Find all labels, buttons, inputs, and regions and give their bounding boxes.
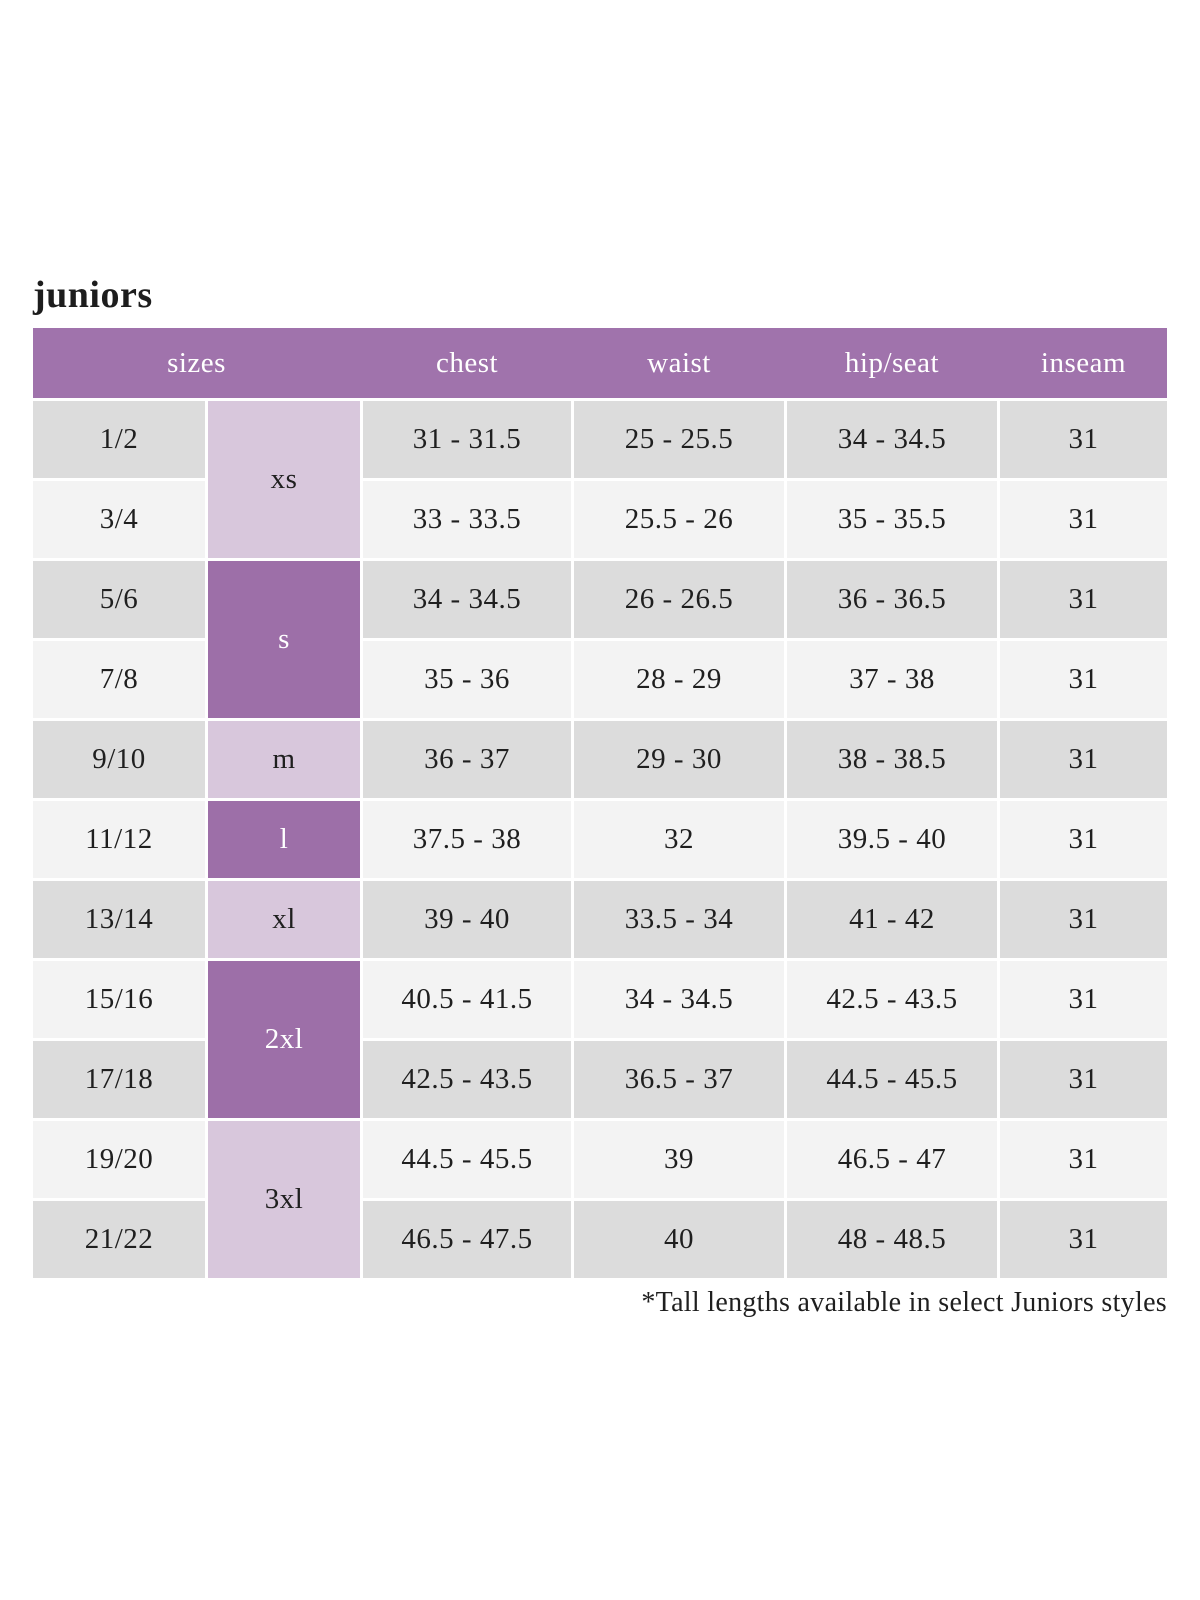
waist-cell: 25.5 - 26 (574, 481, 784, 558)
size-group-m: m (208, 721, 360, 798)
size-group-2xl: 2xl (208, 961, 360, 1118)
hip-seat-cell: 36 - 36.5 (787, 561, 997, 638)
size-group-l: l (208, 801, 360, 878)
waist-cell: 39 (574, 1121, 784, 1198)
inseam-cell: 31 (1000, 481, 1167, 558)
waist-cell: 36.5 - 37 (574, 1041, 784, 1118)
waist-cell: 28 - 29 (574, 641, 784, 718)
size-cell: 3/4 (33, 481, 205, 558)
waist-cell: 26 - 26.5 (574, 561, 784, 638)
inseam-cell: 31 (1000, 401, 1167, 478)
footnote: *Tall lengths available in select Junior… (641, 1287, 1167, 1318)
chest-cell: 46.5 - 47.5 (363, 1201, 571, 1278)
size-group-xl: xl (208, 881, 360, 958)
chest-cell: 39 - 40 (363, 881, 571, 958)
chest-cell: 42.5 - 43.5 (363, 1041, 571, 1118)
inseam-cell: 31 (1000, 1201, 1167, 1278)
waist-cell: 25 - 25.5 (574, 401, 784, 478)
column-header-chest: chest (435, 346, 499, 379)
inseam-cell: 31 (1000, 1121, 1167, 1198)
chest-cell: 44.5 - 45.5 (363, 1121, 571, 1198)
size-cell: 11/12 (33, 801, 205, 878)
inseam-cell: 31 (1000, 801, 1167, 878)
inseam-cell: 31 (1000, 561, 1167, 638)
size-cell: 9/10 (33, 721, 205, 798)
inseam-cell: 31 (1000, 1041, 1167, 1118)
size-group-xs: xs (208, 401, 360, 558)
chest-cell: 31 - 31.5 (363, 401, 571, 478)
chest-cell: 37.5 - 38 (363, 801, 571, 878)
column-header-inseam: inseam (1040, 346, 1127, 379)
size-cell: 7/8 (33, 641, 205, 718)
hip-seat-cell: 34 - 34.5 (787, 401, 997, 478)
hip-seat-cell: 35 - 35.5 (787, 481, 997, 558)
waist-cell: 34 - 34.5 (574, 961, 784, 1038)
hip-seat-cell: 46.5 - 47 (787, 1121, 997, 1198)
size-cell: 19/20 (33, 1121, 205, 1198)
size-cell: 21/22 (33, 1201, 205, 1278)
inseam-cell: 31 (1000, 961, 1167, 1038)
chest-cell: 36 - 37 (363, 721, 571, 798)
hip-seat-cell: 41 - 42 (787, 881, 997, 958)
size-cell: 1/2 (33, 401, 205, 478)
page-title: juniors (33, 274, 153, 316)
waist-cell: 32 (574, 801, 784, 878)
chest-cell: 40.5 - 41.5 (363, 961, 571, 1038)
column-header-sizes: sizes (167, 346, 226, 379)
chest-cell: 35 - 36 (363, 641, 571, 718)
hip-seat-cell: 38 - 38.5 (787, 721, 997, 798)
table-header-row: sizes chest waist hip/seat inseam (33, 328, 1167, 398)
hip-seat-cell: 48 - 48.5 (787, 1201, 997, 1278)
juniors-size-chart: juniors sizes chest waist hip/seat inseam 1/… (33, 0, 1167, 1319)
inseam-cell: 31 (1000, 721, 1167, 798)
column-header-waist: waist (647, 346, 711, 379)
column-header-hip-seat: hip/seat (844, 346, 940, 379)
size-group-s: s (208, 561, 360, 718)
inseam-cell: 31 (1000, 641, 1167, 718)
size-cell: 15/16 (33, 961, 205, 1038)
waist-cell: 29 - 30 (574, 721, 784, 798)
inseam-cell: 31 (1000, 881, 1167, 958)
size-cell: 17/18 (33, 1041, 205, 1118)
hip-seat-cell: 37 - 38 (787, 641, 997, 718)
hip-seat-cell: 44.5 - 45.5 (787, 1041, 997, 1118)
chest-cell: 34 - 34.5 (363, 561, 571, 638)
hip-seat-cell: 39.5 - 40 (787, 801, 997, 878)
size-cell: 5/6 (33, 561, 205, 638)
chest-cell: 33 - 33.5 (363, 481, 571, 558)
hip-seat-cell: 42.5 - 43.5 (787, 961, 997, 1038)
size-table: sizes chest waist hip/seat inseam 1/2 31 - 31… (33, 328, 1167, 1278)
waist-cell: 40 (574, 1201, 784, 1278)
size-group-3xl: 3xl (208, 1121, 360, 1278)
size-cell: 13/14 (33, 881, 205, 958)
waist-cell: 33.5 - 34 (574, 881, 784, 958)
